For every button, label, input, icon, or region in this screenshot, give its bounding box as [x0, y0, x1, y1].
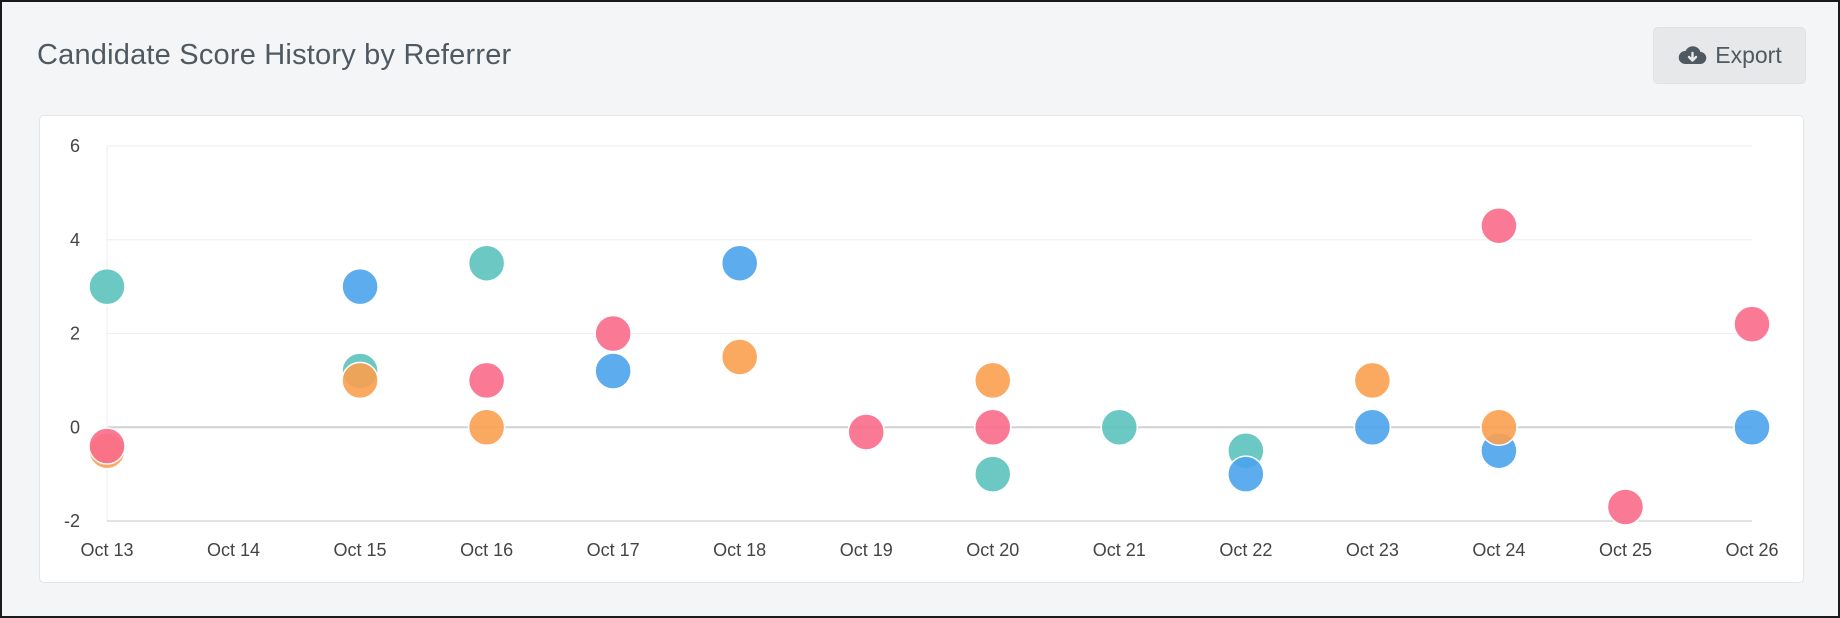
- data-point: [467, 244, 506, 282]
- data-point: [1100, 408, 1139, 446]
- data-point: [88, 267, 126, 306]
- data-point: [974, 361, 1012, 400]
- y-tick-label: 2: [70, 324, 80, 344]
- data-point: [1480, 206, 1518, 245]
- y-tick-label: 0: [70, 417, 80, 437]
- data-point: [847, 413, 885, 451]
- data-point: [594, 352, 632, 390]
- data-point: [974, 408, 1012, 446]
- data-point: [88, 427, 126, 465]
- data-point: [974, 455, 1012, 493]
- x-tick-label: Oct 22: [1219, 540, 1272, 560]
- data-point: [594, 314, 632, 353]
- scatter-chart: -2 0 2 4 6 Oct 13 Oct 14 Oct 15 Oct 16 Oct 17 Oct …: [64, 136, 1779, 560]
- data-point: [1733, 305, 1771, 343]
- data-point: [1733, 408, 1771, 446]
- x-tick-label: Oct 16: [460, 540, 513, 560]
- x-tick-label: Oct 18: [713, 540, 766, 560]
- x-tick-label: Oct 20: [966, 540, 1019, 560]
- data-point: [1353, 408, 1392, 446]
- page-title: Candidate Score History by Referrer: [37, 39, 512, 71]
- x-tick-label: Oct 25: [1599, 540, 1652, 560]
- x-tick-label: Oct 24: [1472, 540, 1525, 560]
- x-tick-label: Oct 17: [587, 540, 640, 560]
- y-tick-label: 4: [70, 230, 80, 250]
- x-tick-label: Oct 21: [1093, 540, 1146, 560]
- data-point: [1606, 488, 1645, 526]
- x-tick-label: Oct 13: [80, 540, 133, 560]
- cloud-download-icon: [1677, 45, 1707, 67]
- export-button[interactable]: Export: [1653, 27, 1806, 84]
- data-point: [341, 267, 379, 306]
- y-tick-label: 6: [70, 136, 80, 156]
- data-point: [720, 244, 759, 282]
- data-point: [1480, 408, 1518, 446]
- data-point: [467, 408, 506, 446]
- data-point: [1227, 455, 1265, 493]
- x-tick-label: Oct 14: [207, 540, 260, 560]
- x-tick-label: Oct 19: [840, 540, 893, 560]
- chart-panel: -2 0 2 4 6 Oct 13 Oct 14 Oct 15 Oct 16 Oct 17 Oct …: [39, 115, 1804, 583]
- data-point: [341, 361, 379, 400]
- data-point: [1353, 361, 1392, 400]
- y-tick-label: -2: [64, 511, 80, 531]
- data-point: [720, 338, 759, 376]
- export-label: Export: [1715, 42, 1782, 68]
- data-point: [467, 361, 506, 400]
- x-tick-label: Oct 23: [1346, 540, 1399, 560]
- x-tick-label: Oct 26: [1725, 540, 1778, 560]
- x-tick-label: Oct 15: [334, 540, 387, 560]
